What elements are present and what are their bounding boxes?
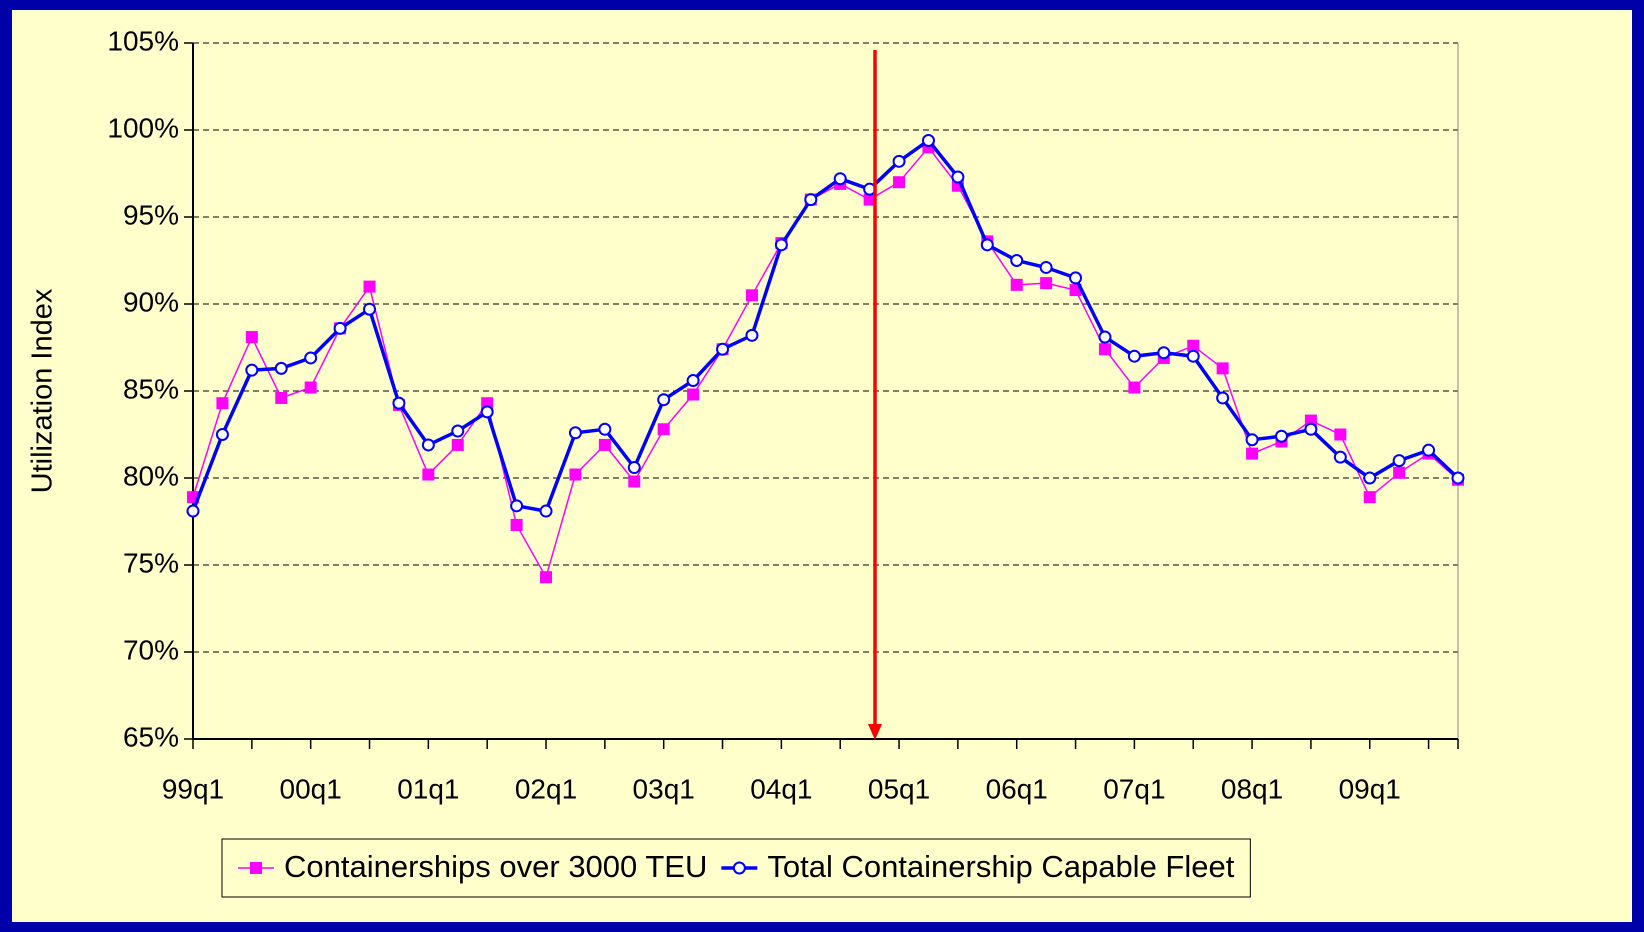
x-tick-label: 08q1 xyxy=(1221,773,1283,804)
series-line xyxy=(191,138,1460,514)
data-point xyxy=(657,393,671,407)
data-point xyxy=(1393,466,1406,479)
x-tick-label: 04q1 xyxy=(750,773,812,804)
y-tick-label: 70% xyxy=(123,634,179,665)
y-tick-label: 100% xyxy=(107,112,179,143)
data-point xyxy=(716,342,730,356)
data-point xyxy=(1304,422,1318,436)
data-point xyxy=(1069,271,1083,285)
data-point xyxy=(1333,450,1347,464)
data-point xyxy=(774,238,788,252)
data-point xyxy=(1245,433,1259,447)
data-point xyxy=(745,289,758,302)
data-point xyxy=(627,461,641,475)
data-point xyxy=(863,193,876,206)
data-point xyxy=(363,280,376,293)
data-point xyxy=(216,397,229,410)
data-point xyxy=(215,428,229,441)
arrow-head xyxy=(868,724,882,740)
x-tick-label: 00q1 xyxy=(280,773,342,804)
data-point xyxy=(568,426,582,440)
data-point xyxy=(275,391,288,404)
data-point xyxy=(333,321,347,335)
data-point xyxy=(363,302,377,316)
data-point xyxy=(980,238,994,252)
data-point xyxy=(598,422,612,436)
data-point xyxy=(1363,491,1376,504)
data-point xyxy=(451,438,464,451)
data-point xyxy=(1392,454,1406,468)
data-point xyxy=(1334,428,1347,441)
data-point xyxy=(274,361,288,375)
data-point xyxy=(250,862,262,874)
data-point xyxy=(1098,330,1112,344)
data-point xyxy=(245,363,259,377)
legend-label: Containerships over 3000 TEU xyxy=(284,849,707,884)
data-point xyxy=(1010,278,1023,291)
x-tick-label: 07q1 xyxy=(1103,773,1165,804)
data-point xyxy=(510,499,524,513)
data-point xyxy=(833,172,847,186)
data-point xyxy=(451,424,465,438)
data-point xyxy=(598,438,611,451)
data-point xyxy=(1246,447,1259,460)
legend-label: Total Containership Capable Fleet xyxy=(767,849,1234,884)
data-point xyxy=(686,374,700,388)
data-point xyxy=(892,154,906,168)
x-tick-label: 03q1 xyxy=(633,773,695,804)
data-point xyxy=(804,193,818,207)
data-point xyxy=(304,351,318,365)
data-point xyxy=(1039,260,1053,274)
data-point xyxy=(1128,381,1141,394)
data-point xyxy=(687,388,700,401)
data-point xyxy=(1216,391,1230,405)
data-point xyxy=(421,438,435,452)
chart-panel xyxy=(12,10,1632,922)
data-point xyxy=(186,504,200,518)
y-axis-title: Utilization Index xyxy=(27,288,59,493)
x-tick-label: 05q1 xyxy=(868,773,930,804)
data-point xyxy=(921,133,935,147)
data-point xyxy=(569,468,582,481)
y-tick-label: 90% xyxy=(123,286,179,317)
data-point xyxy=(951,170,965,184)
data-point xyxy=(540,571,553,584)
y-tick-label: 75% xyxy=(123,547,179,578)
x-tick-label: 02q1 xyxy=(515,773,577,804)
y-tick-label: 85% xyxy=(123,373,179,404)
y-tick-label: 80% xyxy=(123,460,179,491)
data-point xyxy=(893,176,906,189)
y-tick-label: 95% xyxy=(123,199,179,230)
data-point xyxy=(422,468,435,481)
data-point xyxy=(245,331,258,344)
y-tick-label: 65% xyxy=(123,721,179,752)
data-point xyxy=(1098,343,1111,356)
x-tick-label: 06q1 xyxy=(986,773,1048,804)
data-point xyxy=(745,328,759,342)
data-point xyxy=(1451,471,1465,485)
data-point xyxy=(539,504,553,518)
y-tick-label: 105% xyxy=(107,25,179,56)
data-point xyxy=(657,423,670,436)
data-point xyxy=(1040,277,1053,290)
data-point xyxy=(1274,429,1288,443)
data-point xyxy=(304,381,317,394)
x-tick-label: 01q1 xyxy=(397,773,459,804)
data-point xyxy=(1127,349,1141,363)
data-point xyxy=(510,518,523,531)
data-point xyxy=(392,396,406,410)
data-point xyxy=(1186,349,1200,363)
data-point xyxy=(1157,346,1171,360)
data-point xyxy=(732,861,746,875)
data-point xyxy=(480,405,494,419)
x-tick-label: 99q1 xyxy=(162,773,224,804)
data-point xyxy=(1363,471,1377,485)
data-point xyxy=(1422,443,1436,457)
data-point xyxy=(1010,254,1024,267)
data-point xyxy=(1187,339,1200,352)
x-tick-label: 09q1 xyxy=(1339,773,1401,804)
data-point xyxy=(628,475,641,488)
data-point xyxy=(1216,362,1229,375)
